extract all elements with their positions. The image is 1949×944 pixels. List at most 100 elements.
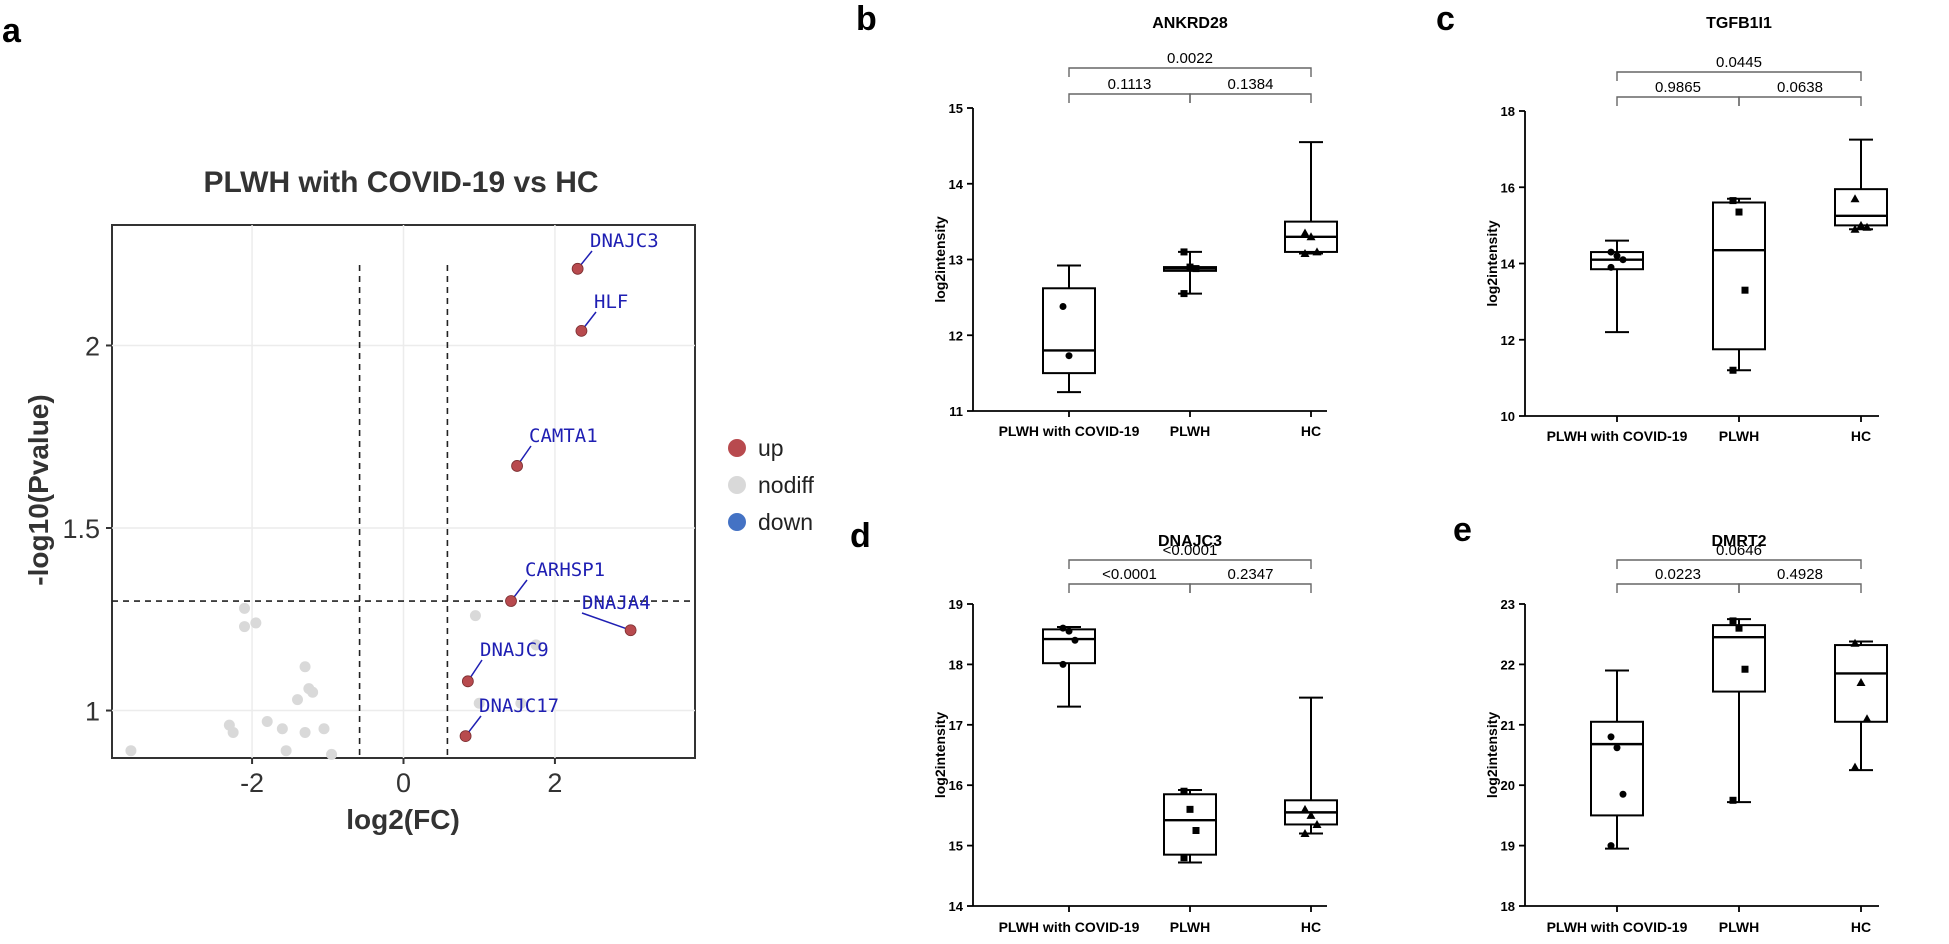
p-value-label: 0.4928 — [1777, 566, 1823, 583]
data-point — [1619, 256, 1627, 264]
significance-bracket — [1068, 67, 1312, 77]
gene-label-dnajc17: DNAJC17 — [479, 695, 559, 717]
category-label: PLWH — [1170, 919, 1210, 935]
y-tick-label: 17 — [949, 718, 963, 733]
y-tick-label: 11 — [949, 404, 963, 419]
data-point — [1850, 194, 1860, 203]
nodiff-point — [276, 723, 288, 735]
data-point — [1312, 247, 1322, 256]
legend-swatch-nodiff — [728, 476, 746, 494]
significance-bracket — [1616, 583, 1740, 593]
data-point — [1862, 714, 1872, 723]
legend-swatch-down — [728, 513, 746, 531]
panel-letter-b: b — [856, 0, 877, 38]
y-tick-label: 12 — [949, 328, 963, 343]
significance-bracket — [1189, 583, 1312, 593]
nodiff-point — [292, 694, 303, 706]
y-tick-label: 2 — [85, 331, 100, 361]
category-label: PLWH with COVID-19 — [999, 423, 1140, 439]
x-tick-label: -2 — [240, 768, 264, 798]
panel-letter-a: a — [2, 12, 22, 50]
significance-bracket — [1616, 71, 1862, 81]
nodiff-point — [239, 621, 250, 633]
nodiff-point — [250, 617, 262, 629]
box-iqr — [1042, 628, 1096, 665]
up-point — [459, 730, 472, 742]
y-axis-label: log2intensity — [932, 712, 948, 799]
nodiff-point — [280, 745, 292, 757]
box-iqr — [1834, 188, 1888, 227]
y-tick-label: 18 — [1501, 899, 1515, 914]
data-point — [1300, 228, 1310, 237]
y-tick-label: 16 — [949, 778, 963, 793]
boxplot-dmrt2: DMRT2 18 19 20 21 22 23 log2intensity PLWH with … — [1484, 533, 1888, 935]
panel-letter-d: d — [850, 517, 871, 555]
p-value-label: <0.0001 — [1102, 566, 1157, 583]
data-point — [1065, 352, 1073, 360]
gene-label-leader — [581, 612, 631, 631]
volcano-up-points: DNAJC3 HLF CAMTA1 CARHSP1 DNAJA4 DNAJC9 DNAJC1… — [459, 230, 659, 742]
gene-label-camta1: CAMTA1 — [529, 425, 598, 447]
data-point — [1613, 744, 1621, 752]
volcano-gridlines — [112, 225, 695, 758]
data-point — [1741, 286, 1749, 294]
data-point — [1607, 248, 1615, 256]
nodiff-point — [530, 639, 542, 651]
up-point — [461, 675, 474, 688]
data-point — [1607, 263, 1615, 271]
data-point — [1735, 208, 1743, 216]
y-tick-label: 20 — [1501, 778, 1515, 793]
data-point — [1619, 790, 1627, 798]
x-tick-label: 2 — [547, 768, 562, 798]
y-axis-label: log2intensity — [1484, 712, 1500, 799]
y-tick-label: 16 — [1501, 180, 1515, 195]
y-tick-label: 13 — [949, 253, 963, 268]
boxplot-title: ANKRD28 — [1152, 15, 1228, 32]
data-point — [1729, 617, 1737, 625]
category-label: PLWH — [1719, 428, 1759, 444]
data-point — [1741, 665, 1749, 673]
category-label: HC — [1301, 423, 1321, 439]
data-point — [1300, 804, 1310, 813]
nodiff-point — [227, 726, 239, 738]
up-point — [575, 324, 588, 337]
volcano-y-axis-label: -log10(Pvalue) — [23, 394, 54, 585]
volcano-axis-ticks: -2 0 2 1 1.5 2 — [62, 331, 562, 798]
box-iqr — [1590, 720, 1644, 817]
data-point — [1729, 366, 1737, 374]
data-point — [1306, 232, 1316, 241]
boxplot-ankrd28: ANKRD28 11 12 13 14 15 log2intensity PLWH with … — [932, 15, 1338, 439]
data-point — [1186, 263, 1194, 271]
boxplot-dnajc3: DNAJC3 14 15 16 17 18 19 log2intensity PLWH with… — [932, 533, 1338, 935]
y-tick-label: 15 — [949, 101, 963, 116]
data-point — [1059, 624, 1067, 632]
up-point — [511, 460, 523, 472]
significance-bracket — [1738, 583, 1862, 593]
category-label: PLWH — [1719, 919, 1759, 935]
data-point — [1071, 636, 1079, 644]
y-tick-label: 10 — [1501, 409, 1515, 424]
up-point — [505, 595, 517, 607]
boxplot-tgfb1i1: TGFB1I1 10 12 14 16 18 log2intensity PLWH with … — [1484, 15, 1888, 444]
boxplot-title: DMRT2 — [1711, 533, 1766, 550]
boxplot-title: DNAJC3 — [1158, 533, 1222, 550]
y-tick-label: 1.5 — [62, 514, 100, 544]
x-tick-label: 0 — [396, 768, 411, 798]
p-value-label: 0.0646 — [1716, 542, 1762, 559]
category-label: PLWH with COVID-19 — [1547, 919, 1688, 935]
panel-letter-c: c — [1436, 0, 1455, 38]
legend-label-down: down — [758, 509, 813, 535]
y-axis-label: log2intensity — [932, 216, 948, 303]
nodiff-point — [326, 748, 338, 760]
data-point — [1192, 265, 1200, 273]
volcano-plot: PLWH with COVID-19 vs HC DNAJC3 HLF CAMTA1… — [23, 166, 814, 835]
data-point — [1850, 638, 1860, 647]
data-point — [1186, 805, 1194, 813]
up-point — [624, 624, 637, 637]
significance-bracket — [1068, 583, 1191, 593]
box-iqr — [1042, 287, 1096, 375]
category-label: PLWH with COVID-19 — [999, 919, 1140, 935]
volcano-legend: up nodiff down — [728, 435, 814, 535]
nodiff-point — [469, 610, 481, 622]
y-tick-label: 21 — [1501, 718, 1515, 733]
